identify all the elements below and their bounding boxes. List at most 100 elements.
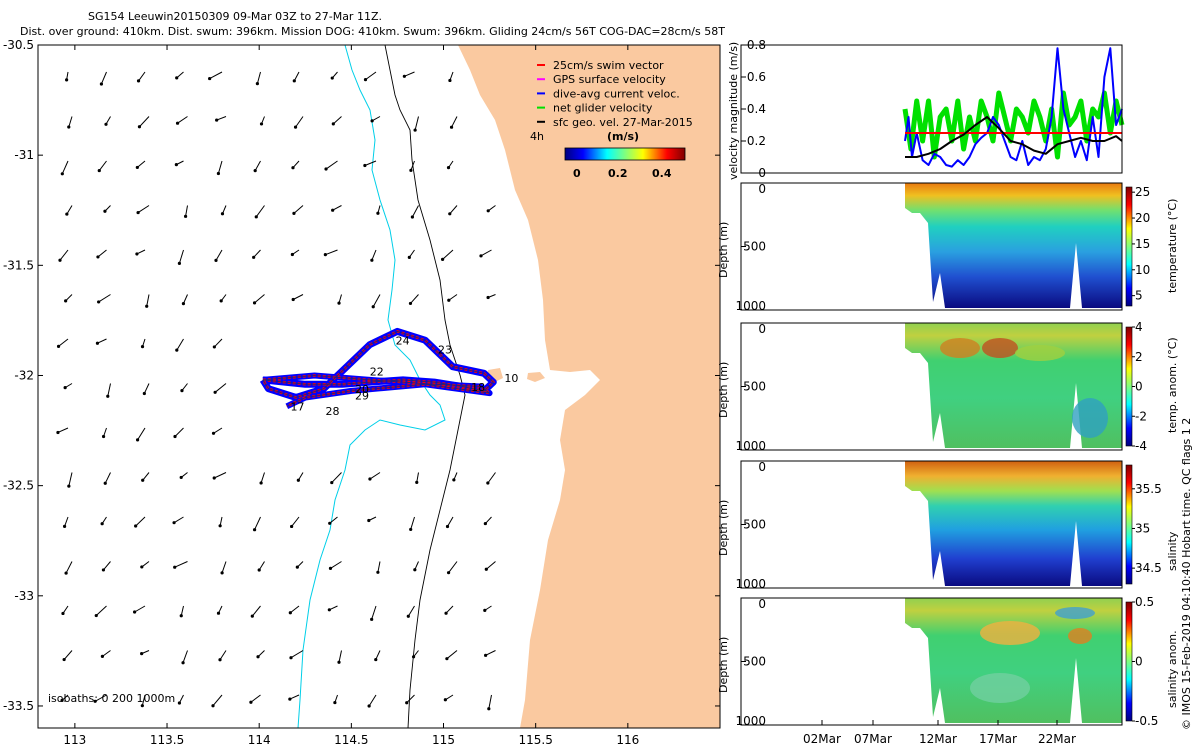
- map-ytick-label: -31.5: [3, 258, 34, 272]
- velocity-arrow-head: [62, 657, 66, 662]
- velocity-arrow: [293, 205, 304, 214]
- velocity-arrow-head: [328, 566, 333, 570]
- velocity-arrow-head: [252, 255, 256, 259]
- velocity-arrow: [104, 472, 111, 484]
- track-day-label: 17: [291, 401, 305, 414]
- glider-track: [259, 327, 497, 410]
- velocity-arrow: [97, 249, 107, 258]
- velocity-arrow-head: [179, 614, 183, 618]
- velocity-arrow-head: [376, 570, 380, 574]
- salinity-anomaly-section-panel: 0 500 1000 Depth (m) 0.5 0 -0.5 salinity anom.: [717, 595, 1179, 728]
- velocity-arrow-head: [448, 212, 452, 216]
- velocity-arrow-head: [100, 522, 104, 526]
- velocity-arrow-head: [367, 518, 371, 523]
- track-line: [262, 374, 490, 407]
- anomaly-blob: [1055, 607, 1095, 619]
- velocity-arrow-head: [371, 305, 375, 309]
- colorbar-tick-label: 34.5: [1135, 561, 1162, 575]
- velocity-arrow: [372, 294, 381, 307]
- velocity-arrow-head: [406, 747, 409, 750]
- velocity-arrow: [258, 561, 265, 571]
- velocity-arrow: [410, 294, 419, 304]
- velocity-arrow-head: [62, 524, 67, 528]
- velocity-arrow-head: [106, 394, 110, 398]
- velocity-arrow: [102, 740, 110, 743]
- velocity-arrow-head: [64, 299, 68, 303]
- velocity-arrow: [371, 605, 377, 620]
- track-day-label: 18: [471, 381, 485, 394]
- velocity-arrow-head: [175, 121, 180, 125]
- time-tick-label: 12Mar: [919, 732, 957, 746]
- map-ytick-label: -32: [14, 368, 34, 382]
- velocity-arrow-head: [411, 655, 416, 659]
- velocity-arrow-head: [484, 567, 488, 571]
- velocity-arrow-head: [292, 211, 296, 215]
- colorbar-tick-label: 0: [1135, 655, 1143, 669]
- anomaly-blob: [982, 338, 1018, 358]
- velocity-arrow-head: [409, 168, 413, 172]
- velocity-arrow: [59, 249, 69, 261]
- section-data: [905, 598, 1122, 723]
- velocity-arrow-head: [486, 481, 490, 485]
- velocity-arrow-head: [376, 211, 380, 215]
- section-colorbar: [1125, 464, 1133, 585]
- velocity-arrow: [255, 205, 265, 218]
- velocity-arrow-head: [373, 745, 376, 748]
- velocity-series-line: [904, 47, 1123, 168]
- colorbar-tick-label: -4: [1135, 439, 1147, 453]
- velocity-arrow-head: [208, 76, 212, 81]
- velocity-arrow: [254, 516, 261, 530]
- map-ytick-label: -31: [14, 148, 34, 162]
- colorbar-tick-label: 0.5: [1135, 595, 1154, 609]
- velocity-arrow-head: [175, 348, 179, 352]
- velocity-arrow: [213, 427, 223, 434]
- velocity-arrow-head: [134, 524, 138, 528]
- velocity-arrow-head: [409, 527, 413, 532]
- velocity-arrow-head: [214, 258, 218, 262]
- section-ytick-label: 1000: [735, 577, 766, 591]
- island: [527, 372, 545, 382]
- velocity-arrow-head: [331, 208, 335, 212]
- time-tick-label: 07Mar: [854, 732, 892, 746]
- velocity-arrow-head: [183, 214, 188, 218]
- velocity-arrow-head: [405, 701, 409, 705]
- velocity-arrow: [94, 694, 107, 702]
- velocity-arrow: [448, 561, 458, 573]
- land-mass: [458, 45, 720, 728]
- velocity-arrow-head: [141, 478, 145, 482]
- velocity-arrow-head: [293, 125, 298, 129]
- velocity-arrow: [215, 249, 223, 261]
- velocity-arrow: [137, 160, 146, 168]
- anomaly-blob: [970, 673, 1030, 703]
- velocity-arrow: [213, 338, 223, 348]
- map-xtick-label: 116: [616, 733, 639, 747]
- velocity-arrow: [65, 561, 73, 574]
- velocity-arrow: [138, 71, 146, 82]
- track-day-label: 10: [504, 372, 518, 385]
- velocity-arrow-head: [136, 210, 140, 215]
- velocity-arrow-head: [94, 613, 98, 618]
- anomaly-blob: [980, 621, 1040, 645]
- colorbar-tick-label: 5: [1135, 289, 1143, 303]
- velocity-arrow: [144, 740, 149, 750]
- section-ytick-label: 500: [743, 240, 766, 254]
- velocity-arrow-head: [216, 171, 221, 176]
- velocity-arrow: [143, 383, 150, 394]
- velocity-arrow: [254, 160, 261, 171]
- velocity-arrow: [375, 650, 381, 660]
- velocity-arrow-head: [211, 431, 216, 435]
- map-xtick-label: 115: [432, 733, 455, 747]
- velocity-arrow-head: [483, 608, 487, 612]
- velocity-arrow-head: [288, 611, 292, 615]
- section-ytick-label: 1000: [735, 714, 766, 728]
- velocity-arrow-head: [101, 568, 106, 572]
- velocity-arrow: [448, 294, 458, 301]
- velocity-arrow-head: [181, 302, 186, 306]
- velocity-arrow-head: [211, 704, 215, 708]
- velocity-arrow: [374, 740, 380, 747]
- velocity-series-line: [905, 116, 1123, 158]
- velocity-arrow-head: [487, 707, 491, 711]
- map-ytick-label: -32.5: [3, 479, 34, 493]
- velocity-arrow: [485, 561, 496, 570]
